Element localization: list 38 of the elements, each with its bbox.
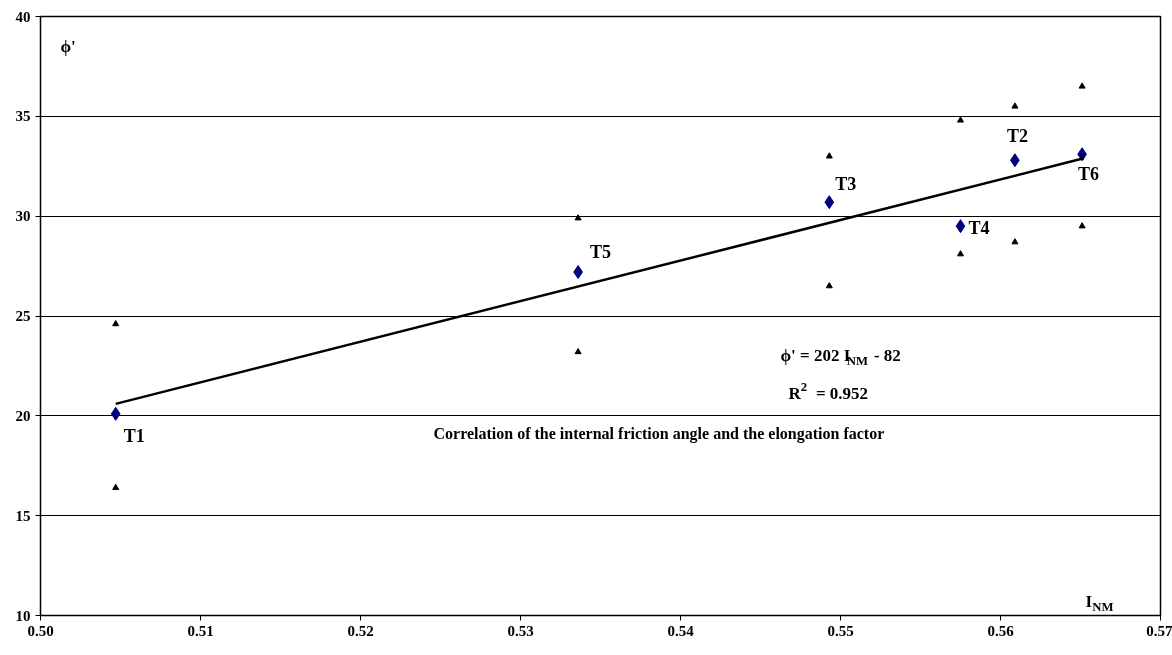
x-tick-label: 0.51: [187, 622, 214, 639]
point: [1078, 82, 1086, 89]
annotation: T6: [1078, 164, 1100, 185]
point: [1011, 102, 1019, 109]
point: [825, 282, 833, 289]
y-tick-label: 10: [15, 607, 31, 624]
y-axis-title: ϕ': [60, 37, 76, 56]
y-tick-label: 25: [15, 308, 31, 324]
point: [1011, 238, 1019, 245]
x-tick-label: 0.55: [827, 622, 854, 639]
x-tick-label: 0.57: [1146, 622, 1172, 639]
annotation: Correlation of the internal friction angle and the elongation factor: [433, 425, 885, 444]
x-tick-label: 0.54: [667, 622, 695, 639]
point: [955, 219, 966, 234]
point: [1078, 222, 1086, 229]
point: [110, 406, 121, 421]
point: [574, 214, 582, 221]
y-tick-label: 20: [15, 407, 31, 424]
y-tick-label: 40: [15, 8, 31, 25]
y-tick-label: 30: [15, 208, 31, 225]
y-tick-label: 35: [15, 108, 31, 125]
y-tick-label: 15: [15, 507, 31, 524]
annotation: T1: [123, 425, 145, 446]
point: [112, 320, 120, 327]
x-tick-label: 0.56: [987, 622, 1015, 639]
point: [957, 116, 964, 123]
x-tick-label: 0.53: [507, 622, 534, 639]
annotation: T4: [968, 218, 990, 239]
x-tick-label: 0.50: [27, 622, 54, 639]
annotation: T3: [835, 174, 857, 195]
annotation: T2: [1006, 126, 1028, 147]
point: [574, 347, 582, 355]
point: [957, 250, 964, 257]
x-tick-label: 0.52: [347, 622, 374, 639]
point: [824, 195, 835, 210]
point: [112, 483, 120, 490]
annotation: T5: [590, 242, 612, 263]
point: [825, 152, 833, 159]
